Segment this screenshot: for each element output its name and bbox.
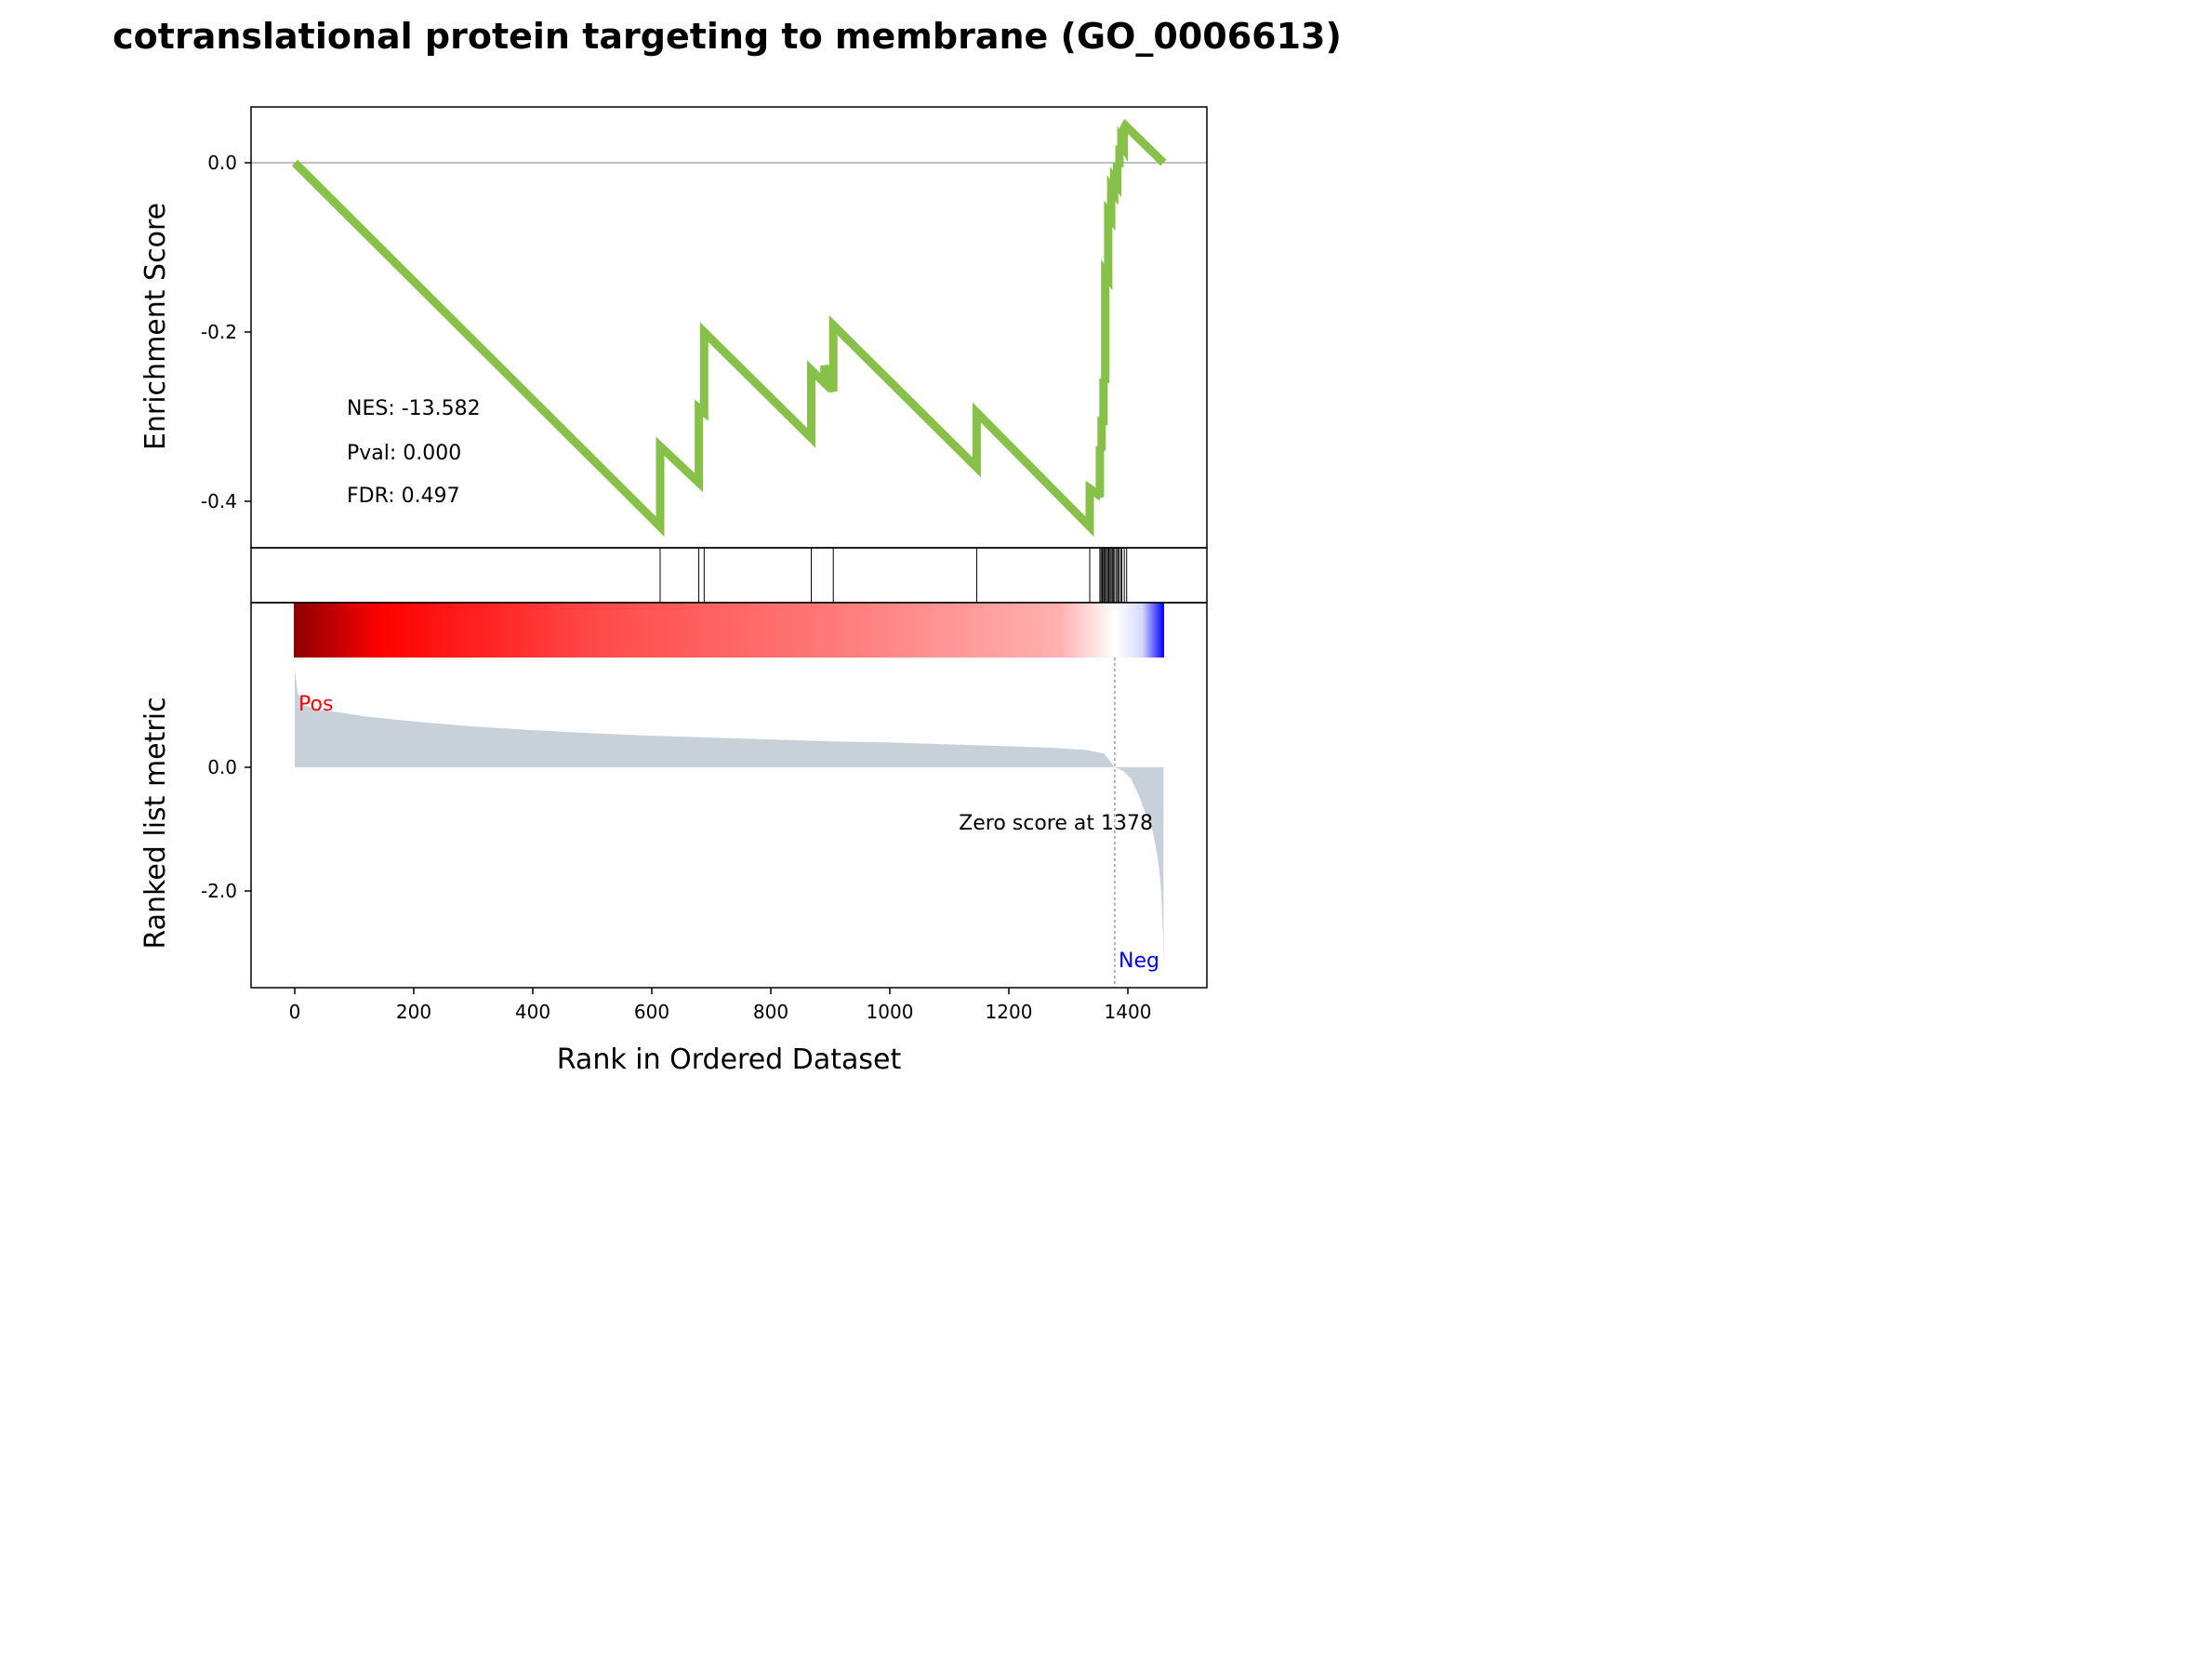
es-y-ticks: 0.0 -0.2 -0.4: [201, 152, 251, 512]
rank-colorbar: [294, 603, 1164, 658]
xtick-label: 1200: [986, 1001, 1033, 1023]
zero-score-annotation: Zero score at 1378: [959, 812, 1153, 835]
rm-ytick-label: -2.0: [201, 880, 237, 902]
chart-title: cotranslational protein targeting to mem…: [113, 16, 1342, 57]
hits-frame: [250, 547, 1208, 604]
rm-ytick-label: 0.0: [207, 756, 237, 778]
x-axis: 0 200 400 600 800 1000 1200 1400: [289, 988, 1152, 1023]
xtick-label: 600: [634, 1001, 669, 1023]
es-ytick-label: -0.4: [201, 490, 237, 512]
x-axis-label: Rank in Ordered Dataset: [557, 1043, 902, 1076]
gsea-figure: cotranslational protein targeting to mem…: [113, 16, 1342, 1076]
ranked-frame: [250, 602, 1208, 989]
xtick-label: 800: [753, 1001, 788, 1023]
ranked-panel: Pos Neg Zero score at 1378 0.0 -2.0 Rank…: [139, 602, 1208, 989]
fdr-annotation: FDR: 0.497: [347, 485, 460, 508]
pval-annotation: Pval: 0.000: [347, 442, 461, 465]
ranked-metric-area: [295, 669, 1164, 975]
neg-label: Neg: [1119, 950, 1159, 973]
rm-y-ticks: 0.0 -2.0: [201, 756, 251, 902]
nes-annotation: NES: -13.582: [347, 397, 481, 420]
xtick-label: 1000: [867, 1001, 914, 1023]
xtick-label: 1400: [1105, 1001, 1152, 1023]
es-y-axis-label: Enrichment Score: [139, 203, 172, 450]
pos-label: Pos: [298, 693, 333, 716]
es-ytick-label: -0.2: [201, 321, 237, 343]
xtick-label: 400: [515, 1001, 550, 1023]
xtick-label: 200: [396, 1001, 431, 1023]
hits-panel: [250, 547, 1208, 604]
enrichment-panel: 0.0 -0.2 -0.4 Enrichment Score NES: -13.…: [139, 106, 1208, 549]
xtick-label: 0: [289, 1001, 301, 1023]
rm-y-axis-label: Ranked list metric: [139, 697, 172, 949]
enrichment-frame: [250, 106, 1208, 549]
enrichment-score-line: [291, 118, 1167, 538]
hit-lines: [659, 548, 1128, 603]
es-ytick-label: 0.0: [207, 152, 237, 174]
